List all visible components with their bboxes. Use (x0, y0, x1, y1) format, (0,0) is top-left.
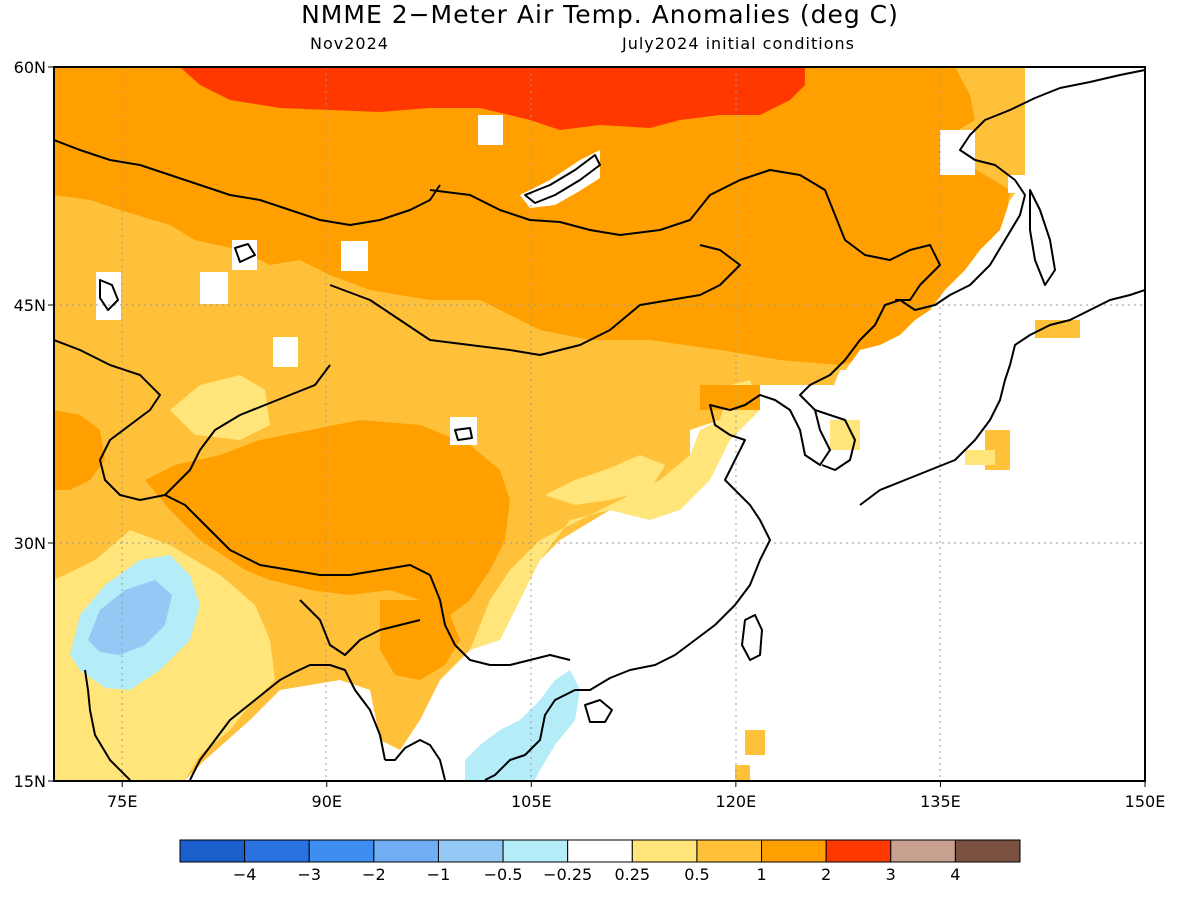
lon-tick-label: 135E (920, 792, 961, 811)
coastline-caspian (99, 279, 119, 311)
anomaly-region-1-2-sea (380, 600, 460, 680)
border-himalaya (164, 494, 431, 576)
anomaly-region-hokkaido-2 (1035, 320, 1080, 338)
colorbar-label: 0.5 (684, 865, 709, 884)
map-title: NMME 2−Meter Air Temp. Anomalies (deg C) (301, 0, 899, 29)
coastline-taiwan (741, 614, 763, 661)
colorbar-swatch (890, 839, 956, 863)
anomaly-region-taiwan-2 (745, 730, 765, 755)
coastline-sakhalin (1029, 189, 1056, 286)
colorbar-swatch (567, 839, 633, 863)
coastlines (54, 69, 1145, 781)
anomaly-field (54, 67, 1145, 781)
border-west-china (164, 364, 331, 496)
border-myanmar (299, 599, 421, 656)
mask-east (730, 67, 1145, 780)
lat-tick-label: 30N (14, 534, 46, 553)
border-mongolia-south (329, 244, 741, 356)
colorbar-label: 3 (886, 865, 896, 884)
initial-conditions: July2024 initial conditions (622, 34, 855, 53)
forecast-month: Nov2024 (310, 34, 389, 53)
anomaly-region-1-2-north (54, 67, 1010, 365)
colorbar-swatch (825, 839, 892, 863)
colorbar-swatch (437, 839, 504, 863)
colorbar-label: 4 (950, 865, 960, 884)
anomaly-region-1-2-tibet (145, 420, 510, 615)
colorbar: −4 −3 −2 −1 −0.5 −0.25 0.25 0.5 1 2 3 4 (179, 839, 1021, 884)
coastline-bay-of-bengal (189, 664, 386, 781)
lat-tick-label: 45N (14, 296, 46, 315)
anomaly-region-korea-2 (830, 420, 860, 450)
colorbar-swatch (179, 839, 246, 863)
anomaly-region-0.25-0.5-sichuan (545, 455, 665, 505)
colorbar-label: −1 (427, 865, 451, 884)
border-southeast-asia (429, 574, 571, 666)
mask-qinghai (450, 417, 477, 445)
coastline-east-asia (484, 69, 1145, 781)
colorbar-label: −4 (233, 865, 257, 884)
colorbar-swatch (502, 839, 569, 863)
colorbar-swatch (696, 839, 763, 863)
lon-tick-label: 90E (312, 792, 342, 811)
colorbar-label: 1 (756, 865, 766, 884)
coastline-qinghai (454, 427, 473, 441)
lat-axis: 60N 45N 30N 15N (14, 58, 54, 791)
border-kazakhstan (54, 139, 441, 226)
mask-baikal-north (478, 115, 503, 145)
colorbar-label: 2 (821, 865, 831, 884)
anomaly-region-1-2-west (54, 410, 105, 490)
anomaly-region-cold-indochina (465, 670, 580, 780)
coastline-india-west (84, 669, 131, 781)
lon-tick-label: 75E (107, 792, 137, 811)
lat-tick-label: 60N (14, 58, 46, 77)
coastline-indochina (385, 739, 446, 781)
colorbar-swatch (761, 839, 827, 863)
coastline-hainan (584, 699, 613, 723)
anomaly-region-cold-india-inner (88, 580, 172, 655)
colorbar-label: −0.25 (543, 865, 592, 884)
colorbar-swatch (954, 839, 1021, 863)
graticule (54, 67, 1145, 780)
colorbar-label: 0.25 (614, 865, 650, 884)
lat-tick-label: 15N (14, 772, 46, 791)
map-frame (53, 66, 1146, 782)
colorbar-swatch (373, 839, 439, 863)
lon-tick-label: 105E (511, 792, 552, 811)
mask-lake (341, 241, 368, 271)
colorbar-swatch (308, 839, 375, 863)
lon-tick-label: 120E (716, 792, 757, 811)
colorbar-label: −3 (297, 865, 321, 884)
coastline-korea (814, 409, 856, 471)
colorbar-label: −2 (362, 865, 386, 884)
border-china-north (429, 169, 941, 301)
coastline-lake-balkhash (234, 243, 256, 263)
colorbar-swatch (244, 839, 310, 863)
anomaly-region-1-2-northchina (700, 385, 760, 410)
colorbar-swatch (631, 839, 698, 863)
lon-tick-label: 150E (1125, 792, 1166, 811)
colorbar-label: −0.5 (484, 865, 523, 884)
coastline-baikal (524, 154, 601, 204)
anomaly-region-0.25-0.5-tarim (170, 375, 270, 440)
coastline-japan (859, 289, 1145, 506)
anomaly-region-south-2 (735, 765, 750, 780)
anomaly-region-honshu-2 (965, 450, 995, 465)
mask-aral (200, 272, 228, 304)
anomaly-region-2-3-siberia (180, 67, 805, 130)
border-central-asia (54, 339, 166, 501)
mask-issyk (273, 337, 298, 367)
lon-axis: 75E 90E 105E 120E 135E 150E (107, 781, 1165, 811)
